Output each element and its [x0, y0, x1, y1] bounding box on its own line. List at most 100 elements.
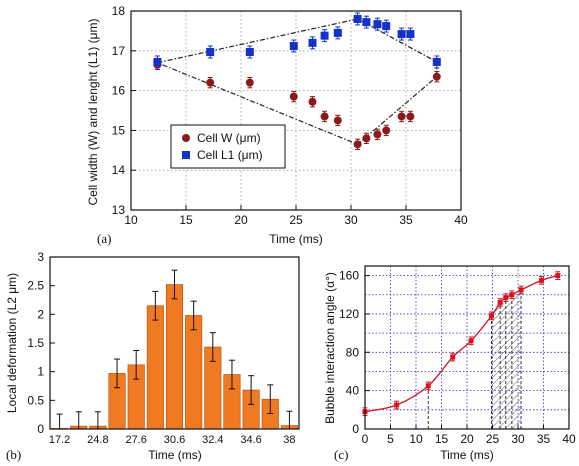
- data-point: [509, 292, 515, 298]
- panel-b-xlabel: Time (ms): [148, 448, 202, 462]
- data-point: [518, 287, 524, 293]
- y-tick-label: 13: [112, 203, 126, 217]
- data-point-w: [320, 112, 329, 121]
- x-tick-label: 10: [409, 432, 423, 446]
- y-tick-label: 16: [112, 84, 126, 98]
- panel-b-label: (b): [6, 447, 21, 462]
- x-tick-label: 32.4: [202, 434, 223, 446]
- x-tick-label: 15: [435, 432, 449, 446]
- y-tick-label: 0: [37, 422, 44, 436]
- y-tick-label: 17: [112, 44, 126, 58]
- x-tick-label: 5: [387, 432, 394, 446]
- panel-b-ylabel: Local deformation (L2 μm): [5, 273, 19, 413]
- x-tick-label: 10: [124, 213, 138, 227]
- y-tick-label: 160: [339, 269, 359, 283]
- data-point-l: [432, 57, 441, 66]
- data-point-w: [206, 78, 215, 87]
- panel-a-ticks: 10 15 20 25 30 35 40 13 14 15 16 17 18: [112, 4, 468, 227]
- panel-a-legend: Cell W (μm) Cell L1 (μm): [170, 124, 286, 169]
- panel-a-label: (a): [97, 231, 111, 246]
- x-tick-label: 40: [562, 432, 576, 446]
- x-tick-label: 30: [344, 213, 358, 227]
- data-point-l: [320, 31, 329, 40]
- data-point: [425, 383, 431, 389]
- y-tick-label: 2.5: [27, 279, 44, 293]
- bar: [185, 315, 203, 430]
- x-tick-label: 35: [537, 432, 551, 446]
- panel-b-bars: [51, 269, 298, 430]
- y-tick-label: 120: [339, 307, 359, 321]
- data-point: [450, 354, 456, 360]
- panel-c-xlabel: Time (ms): [440, 448, 494, 462]
- x-tick-label: 30.6: [164, 434, 185, 446]
- x-tick-label: 25: [289, 213, 303, 227]
- data-point-w: [406, 112, 415, 121]
- x-tick-label: 25: [486, 432, 500, 446]
- data-point-w: [432, 72, 441, 81]
- data-point: [503, 295, 509, 301]
- panel-c-label: (c): [334, 447, 348, 462]
- data-point-l: [406, 30, 415, 39]
- data-point: [555, 273, 561, 279]
- bar: [165, 284, 184, 430]
- x-tick-label: 15: [179, 213, 193, 227]
- data-point: [497, 299, 503, 305]
- panel-a-dashed-outline: [157, 18, 438, 146]
- panel-c-hatched-area: [427, 289, 522, 429]
- y-tick-label: 0: [352, 422, 359, 436]
- data-point-w: [245, 78, 254, 87]
- hatched-region: [491, 289, 522, 429]
- data-point-l: [333, 28, 342, 37]
- data-point-l: [206, 47, 215, 56]
- y-tick-label: 2: [37, 307, 44, 321]
- legend-l-label: Cell L1 (μm): [197, 148, 263, 162]
- y-tick-label: 0.5: [27, 393, 44, 407]
- legend-box: [170, 124, 286, 169]
- data-point-l: [353, 14, 362, 23]
- data-point-w: [382, 126, 391, 135]
- x-tick-label: 34.6: [240, 434, 261, 446]
- panel-a-chart: 10 15 20 25 30 35 40 13 14 15 16 17 18 Cell W (μm) C…: [86, 4, 468, 246]
- data-point-w: [289, 92, 298, 101]
- legend-w-marker: [182, 134, 190, 142]
- panel-a-grid: [131, 11, 461, 210]
- data-point: [468, 338, 474, 344]
- data-point-w: [308, 97, 317, 106]
- data-point: [394, 402, 400, 408]
- panel-a-ylabel: Cell width (W) and lenght (L1) (μm): [86, 19, 100, 206]
- data-point-w: [373, 130, 382, 139]
- y-tick-label: 40: [346, 384, 360, 398]
- legend-l-marker: [182, 151, 190, 159]
- data-point-w: [397, 112, 406, 121]
- panel-c-chart: 0 5 10 15 20 25 30 35 40 0 40 80 120 160 Time (ms) Bu…: [323, 265, 576, 462]
- x-tick-label: 38: [283, 434, 295, 446]
- data-point-l: [245, 47, 254, 56]
- data-point-w: [353, 140, 362, 149]
- y-tick-label: 14: [112, 163, 126, 177]
- data-point-l: [397, 30, 406, 39]
- data-point-l: [362, 18, 371, 27]
- y-tick-label: 15: [112, 123, 126, 137]
- panel-c-ylabel: Bubble interaction angle (α°): [323, 272, 337, 424]
- data-point: [488, 313, 494, 319]
- y-tick-label: 18: [112, 4, 126, 18]
- x-tick-label: 17.2: [49, 434, 70, 446]
- dashed-outline: [157, 18, 438, 146]
- x-tick-label: 30: [511, 432, 525, 446]
- legend-w-label: Cell W (μm): [197, 131, 261, 145]
- panel-a-xlabel: Time (ms): [269, 232, 323, 246]
- panel-b-ticks: 17.2 24.8 27.6 30.6 32.4 34.6 38 0 0.5 1 1.5 2 2.5 3: [27, 250, 295, 446]
- x-tick-label: 40: [454, 213, 468, 227]
- data-point-l: [289, 42, 298, 51]
- x-tick-label: 0: [362, 432, 369, 446]
- panel-b-chart: 17.2 24.8 27.6 30.6 32.4 34.6 3800.511.522.53 …: [5, 250, 300, 462]
- y-tick-label: 3: [37, 250, 44, 264]
- panel-a-marks: [153, 12, 441, 151]
- data-point-l: [382, 22, 391, 31]
- panel-c-ticks: 0 5 10 15 20 25 30 35 40 0 40 80 120 160: [339, 269, 576, 446]
- y-tick-label: 1: [37, 365, 44, 379]
- bar: [146, 305, 164, 430]
- data-point-w: [333, 116, 342, 125]
- data-point-l: [153, 57, 162, 66]
- data-point-w: [362, 134, 371, 143]
